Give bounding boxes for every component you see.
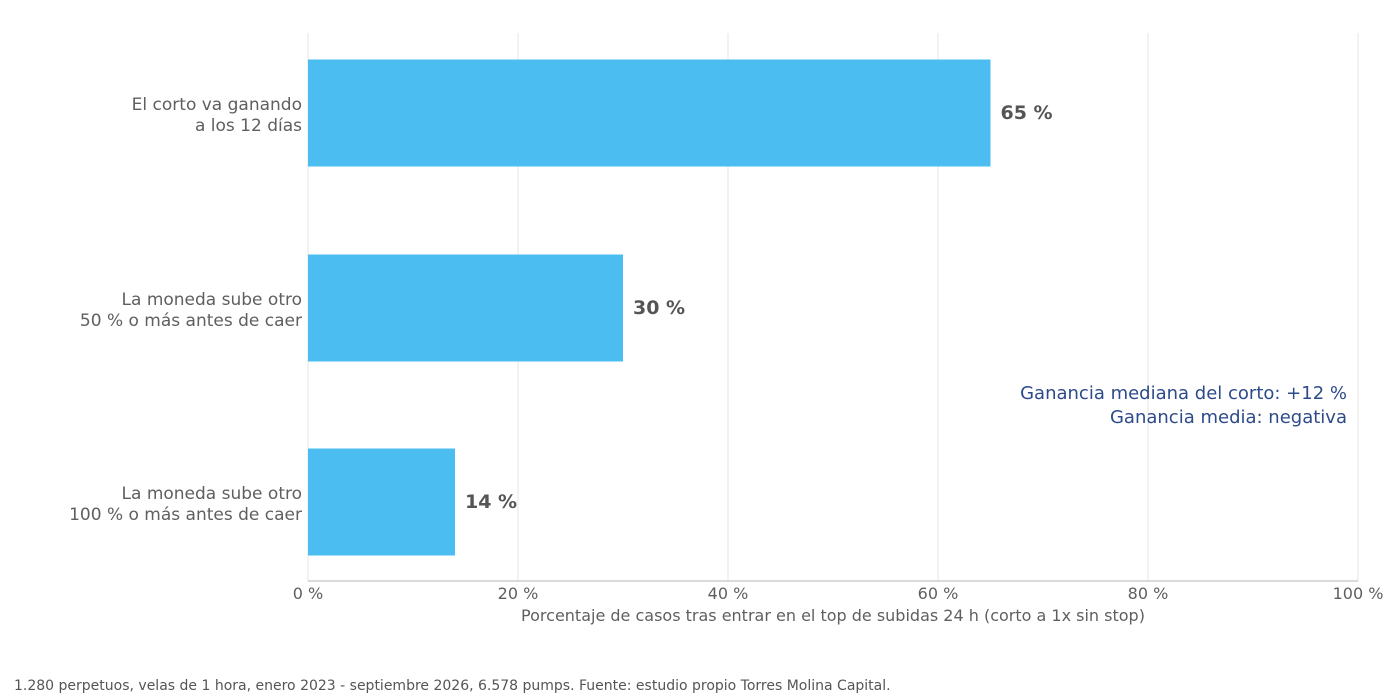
x-tick-label: 20 % xyxy=(498,584,539,603)
footnote: 1.280 perpetuos, velas de 1 hora, enero … xyxy=(14,678,891,694)
category-labels: El corto va ganando a los 12 días La moned… xyxy=(69,95,302,525)
bar-value-label: 14 % xyxy=(465,491,517,513)
x-axis: 0 % 20 % 40 % 60 % 80 % 100 % xyxy=(293,580,1384,603)
bar xyxy=(308,59,991,167)
bar-value-label: 65 % xyxy=(1001,102,1053,124)
annotation-text: Ganancia mediana del corto: +12 % Gananci… xyxy=(1020,383,1347,428)
bar-value-label: 30 % xyxy=(633,297,685,319)
bars: 65 % 30 % 14 % xyxy=(308,59,1053,556)
x-axis-label: Porcentaje de casos tras entrar en el to… xyxy=(521,606,1145,625)
x-tick-label: 0 % xyxy=(293,584,323,603)
category-label: La moneda sube otro 50 % o más antes de c… xyxy=(80,290,302,331)
x-tick-label: 80 % xyxy=(1128,584,1169,603)
category-label: El corto va ganando a los 12 días xyxy=(132,95,302,136)
x-tick-label: 100 % xyxy=(1333,584,1384,603)
x-tick-label: 60 % xyxy=(918,584,959,603)
bar xyxy=(308,448,455,556)
x-tick-label: 40 % xyxy=(708,584,749,603)
bar xyxy=(308,254,623,362)
category-label: La moneda sube otro 100 % o más antes de … xyxy=(69,484,302,525)
